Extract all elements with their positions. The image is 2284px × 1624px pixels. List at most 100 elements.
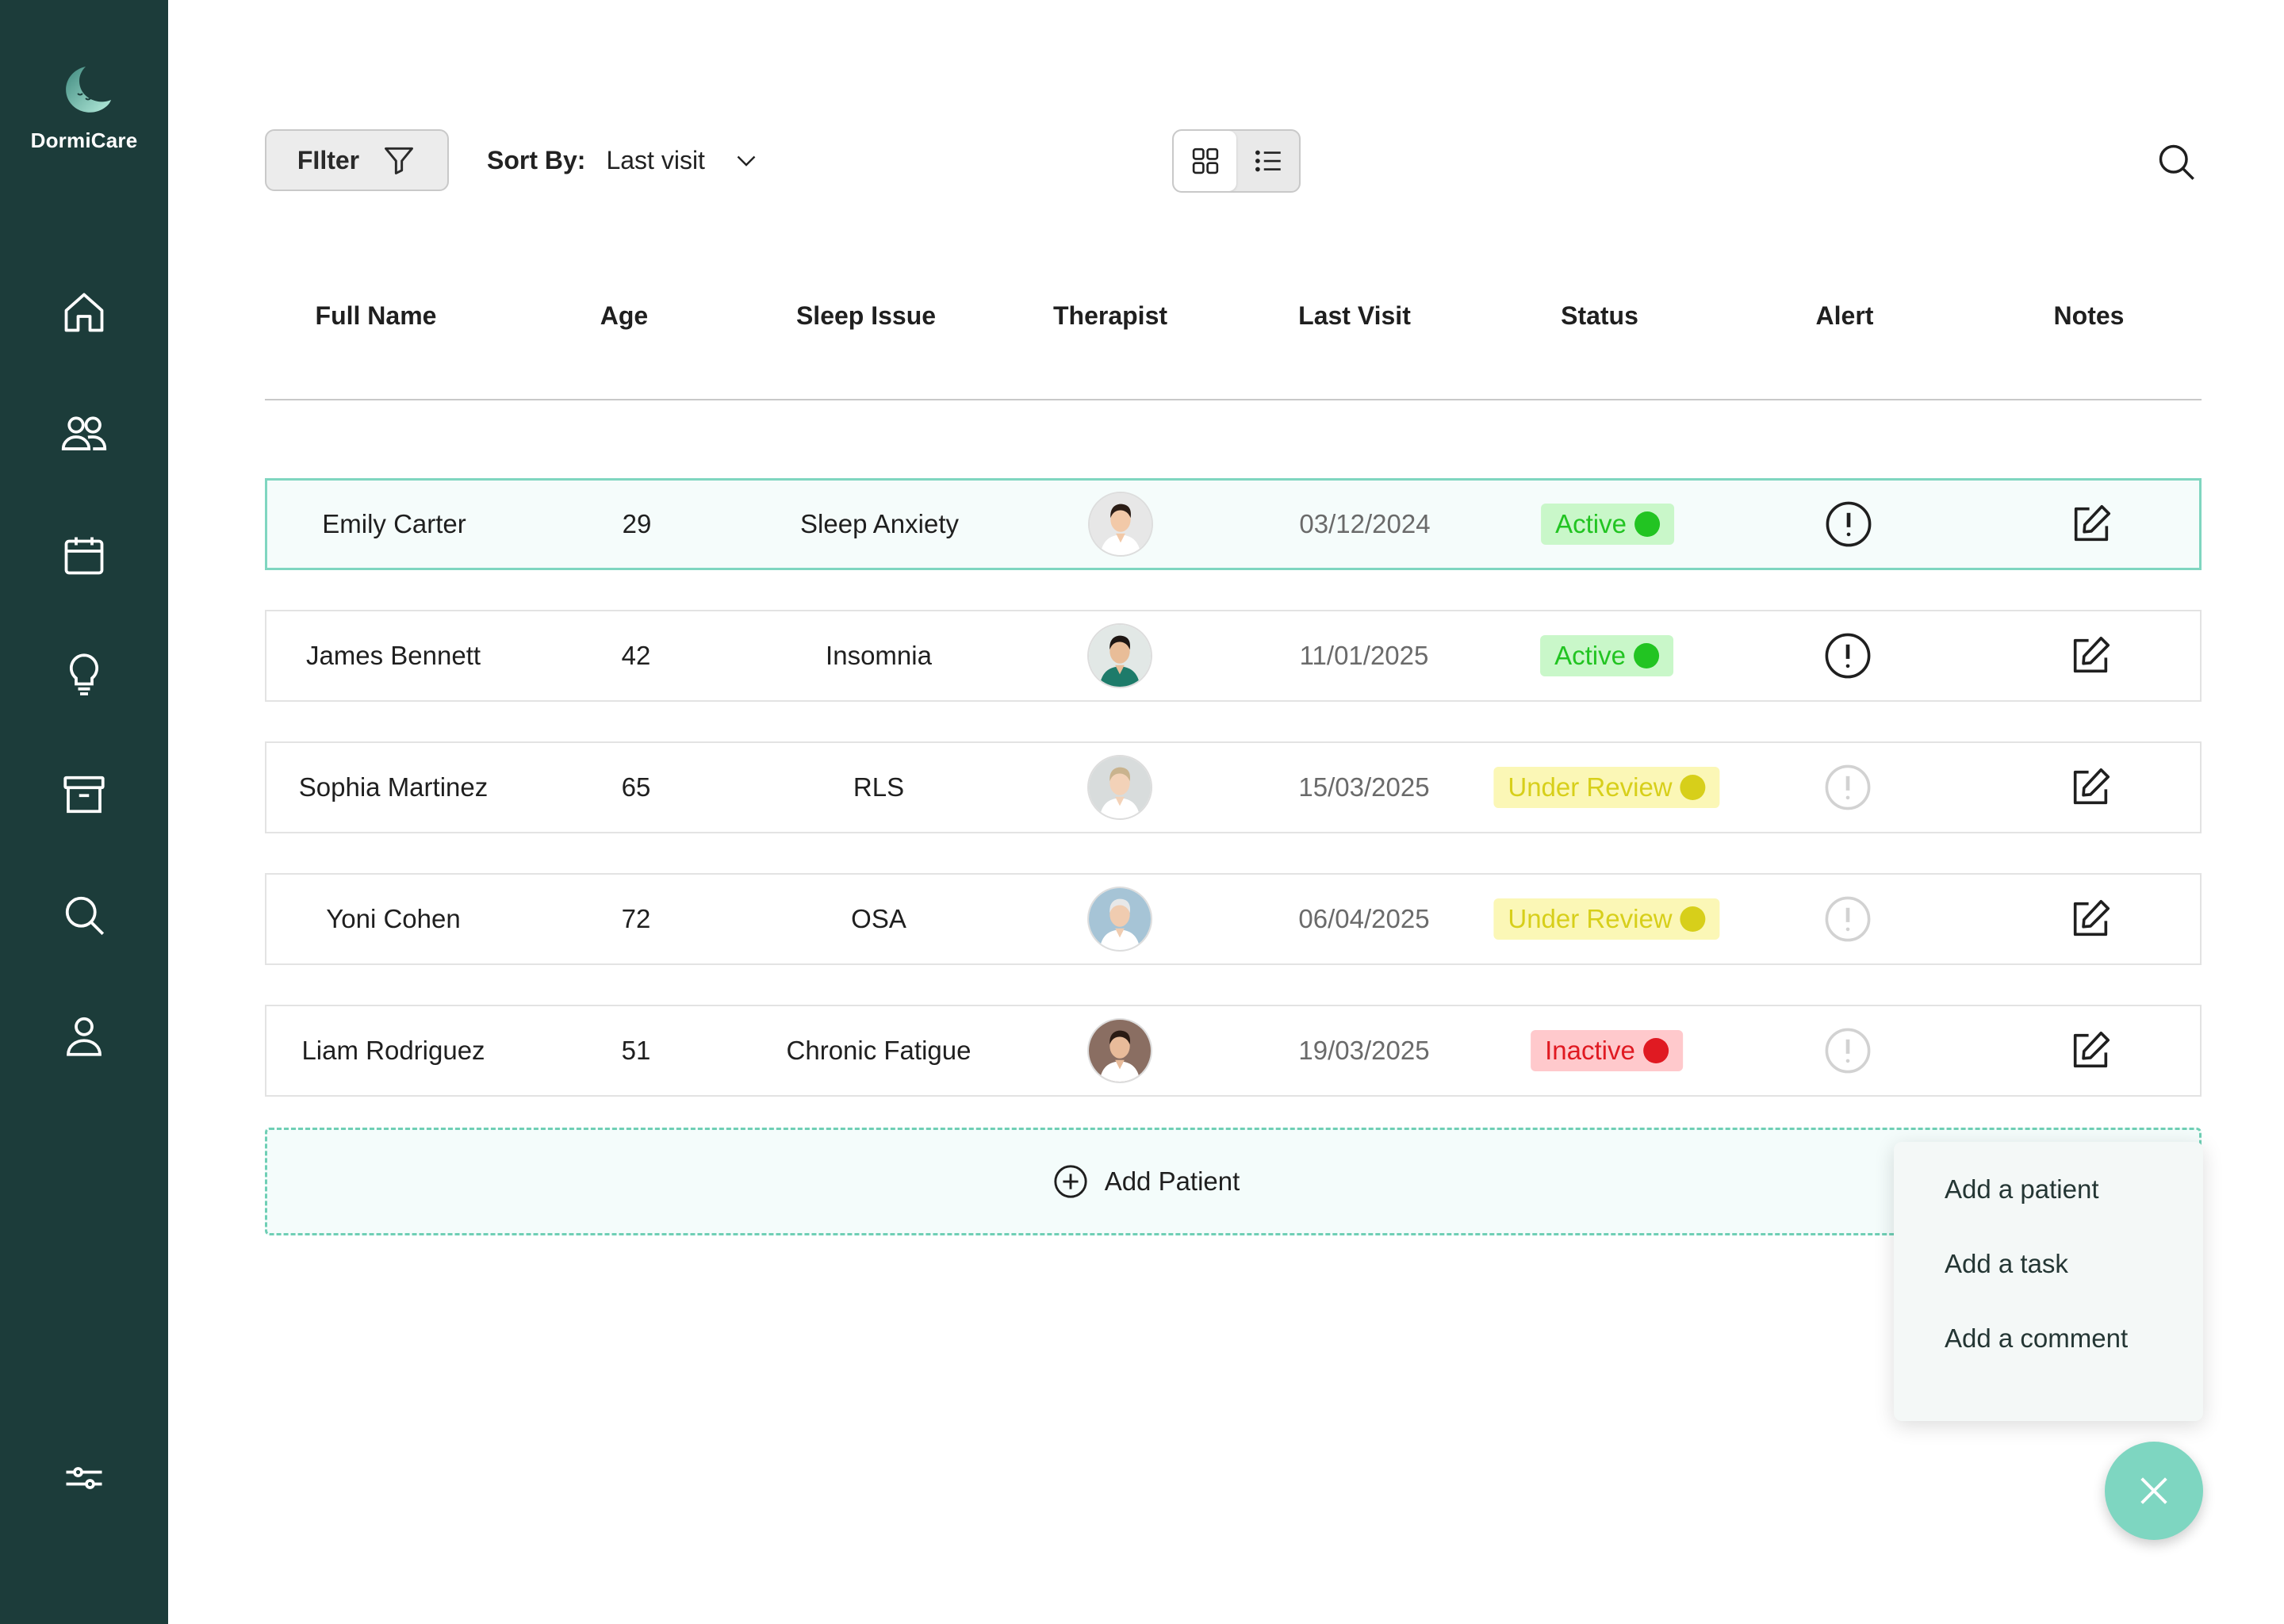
- sliders-icon: [66, 1467, 102, 1489]
- brand[interactable]: DormiCare: [0, 60, 168, 153]
- sidebar-item-profile[interactable]: [56, 1007, 113, 1064]
- last-visit-date: 15/03/2025: [1298, 772, 1430, 802]
- patient-sleep-issue: Insomnia: [826, 641, 932, 670]
- edit-note-icon[interactable]: [2067, 633, 2113, 679]
- patient-age: 29: [622, 509, 652, 538]
- status-dot-icon: [1642, 1038, 1669, 1063]
- header-divider: [265, 399, 2202, 400]
- sidebar-item-settings[interactable]: [56, 1450, 113, 1507]
- grid-icon: [1192, 147, 1218, 174]
- add-patient-label: Add Patient: [1104, 1166, 1240, 1196]
- last-visit-date: 19/03/2025: [1298, 1036, 1430, 1065]
- plus-circle-icon: [1054, 1165, 1087, 1198]
- chevron-down-icon[interactable]: [732, 146, 761, 174]
- therapist-avatar[interactable]: [1088, 492, 1153, 557]
- status-dot-icon: [1680, 906, 1706, 932]
- header-alert[interactable]: Alert: [1815, 301, 1874, 330]
- patient-sleep-issue: Chronic Fatigue: [786, 1036, 971, 1065]
- status-badge: Active: [1540, 635, 1673, 676]
- app-name: DormiCare: [30, 128, 138, 152]
- menu-item-add-task[interactable]: Add a task: [1945, 1249, 2068, 1278]
- status-label: Under Review: [1508, 904, 1673, 933]
- therapist-avatar[interactable]: [1087, 623, 1152, 688]
- sidebar-item-search[interactable]: [56, 887, 113, 944]
- filter-button[interactable]: FIlter: [265, 129, 449, 191]
- archive-icon: [63, 776, 105, 814]
- table-row[interactable]: James Bennett 42 Insomnia 11/01/2025 Active: [265, 610, 2202, 702]
- calendar-icon: [64, 537, 104, 575]
- grid-view-button[interactable]: [1174, 131, 1236, 191]
- header-therapist[interactable]: Therapist: [1052, 301, 1168, 330]
- alert-icon[interactable]: [1823, 631, 1872, 680]
- status-badge: Inactive: [1531, 1030, 1683, 1071]
- sidebar-item-calendar[interactable]: [56, 527, 113, 584]
- sidebar-item-archive[interactable]: [56, 766, 113, 823]
- status-label: Active: [1554, 641, 1626, 670]
- filter-icon: [385, 147, 414, 174]
- alert-icon[interactable]: [1823, 894, 1872, 944]
- sidebar: DormiCare: [0, 0, 168, 1624]
- patient-age: 65: [621, 772, 651, 802]
- status-badge: Under Review: [1493, 767, 1720, 808]
- sidebar-item-patients[interactable]: [56, 404, 113, 462]
- sidebar-item-home[interactable]: [56, 284, 113, 341]
- header-full-name[interactable]: Full Name: [315, 301, 437, 330]
- patient-name[interactable]: Sophia Martinez: [298, 772, 489, 802]
- table-row[interactable]: Liam Rodriguez 51 Chronic Fatigue 19/03/202…: [265, 1005, 2202, 1097]
- patient-name[interactable]: Emily Carter: [322, 509, 466, 538]
- edit-note-icon[interactable]: [2067, 1028, 2113, 1074]
- status-label: Under Review: [1508, 772, 1673, 802]
- status-dot-icon: [1633, 643, 1659, 668]
- last-visit-date: 06/04/2025: [1298, 904, 1430, 933]
- status-dot-icon: [1634, 511, 1660, 537]
- patient-age: 72: [621, 904, 651, 933]
- lightbulb-icon: [70, 653, 98, 695]
- status-label: Inactive: [1545, 1036, 1635, 1065]
- patient-name[interactable]: Yoni Cohen: [326, 904, 461, 933]
- search-icon: [65, 896, 105, 936]
- menu-item-add-patient[interactable]: Add a patient: [1945, 1174, 2099, 1204]
- header-notes[interactable]: Notes: [2053, 301, 2125, 330]
- alert-icon[interactable]: [1824, 500, 1873, 549]
- sort-control[interactable]: Sort By: Last visit: [487, 143, 761, 178]
- add-patient-button[interactable]: Add Patient: [265, 1128, 2202, 1235]
- edit-note-icon[interactable]: [2067, 896, 2113, 942]
- search-icon[interactable]: [2156, 141, 2197, 182]
- status-dot-icon: [1680, 775, 1706, 800]
- menu-item-add-comment[interactable]: Add a comment: [1945, 1323, 2129, 1353]
- therapist-avatar[interactable]: [1087, 755, 1152, 820]
- header-last-visit[interactable]: Last Visit: [1298, 301, 1411, 330]
- status-badge: Under Review: [1493, 898, 1720, 940]
- quick-add-menu: Add a patient Add a task Add a comment: [1894, 1142, 2203, 1421]
- table-row[interactable]: Yoni Cohen 72 OSA 06/04/2025 Under Review: [265, 873, 2202, 965]
- table-row[interactable]: Sophia Martinez 65 RLS 15/03/2025 Under Revi…: [265, 741, 2202, 833]
- table-row[interactable]: Emily Carter 29 Sleep Anxiety 03/12/2024 Act…: [265, 478, 2202, 570]
- therapist-avatar[interactable]: [1087, 887, 1152, 952]
- table-header: Full Name Age Sleep Issue Therapist Last…: [265, 301, 2202, 350]
- header-sleep-issue[interactable]: Sleep Issue: [795, 301, 937, 330]
- list-view-button[interactable]: [1236, 131, 1299, 191]
- patient-name[interactable]: James Bennett: [305, 641, 481, 670]
- patient-age: 42: [621, 641, 651, 670]
- header-age[interactable]: Age: [600, 301, 649, 330]
- sidebar-item-insights[interactable]: [56, 645, 113, 703]
- last-visit-date: 03/12/2024: [1299, 509, 1431, 538]
- close-icon: [2140, 1477, 2167, 1504]
- header-status[interactable]: Status: [1561, 301, 1638, 330]
- sort-value[interactable]: Last visit: [606, 145, 705, 174]
- moon-logo-icon: [66, 67, 111, 113]
- sort-label: Sort By:: [487, 145, 586, 174]
- home-icon: [64, 293, 104, 332]
- patient-age: 51: [621, 1036, 651, 1065]
- patient-sleep-issue: Sleep Anxiety: [800, 509, 959, 538]
- alert-icon[interactable]: [1823, 1026, 1872, 1075]
- alert-icon[interactable]: [1823, 763, 1872, 812]
- patient-sleep-issue: RLS: [853, 772, 905, 802]
- list-icon: [1255, 150, 1281, 172]
- status-badge: Active: [1541, 504, 1674, 545]
- therapist-avatar[interactable]: [1087, 1018, 1152, 1083]
- edit-note-icon[interactable]: [2068, 501, 2114, 547]
- patient-name[interactable]: Liam Rodriguez: [301, 1036, 485, 1065]
- close-menu-button[interactable]: [2105, 1442, 2203, 1540]
- edit-note-icon[interactable]: [2067, 764, 2113, 810]
